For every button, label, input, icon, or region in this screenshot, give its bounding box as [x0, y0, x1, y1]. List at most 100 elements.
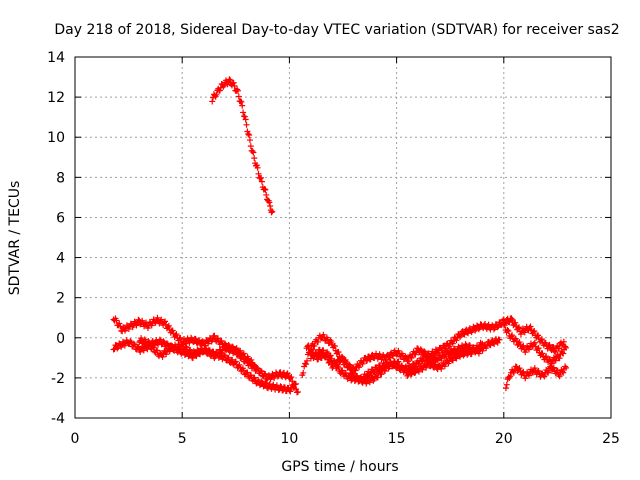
data-point	[503, 381, 510, 388]
data-point	[164, 340, 171, 347]
data-point	[339, 367, 346, 374]
data-point	[550, 364, 557, 371]
y-axis-title: SDTVAR / TECUs	[7, 181, 23, 296]
data-point	[273, 382, 280, 389]
data-point	[562, 344, 569, 351]
data-point	[335, 349, 342, 355]
data-point	[395, 358, 402, 365]
data-point	[505, 328, 512, 335]
data-point	[322, 337, 329, 344]
data-point	[234, 86, 241, 93]
data-point	[329, 364, 336, 371]
data-point	[311, 353, 318, 360]
data-point	[158, 316, 165, 323]
series-track-C	[136, 335, 301, 396]
data-point	[390, 352, 397, 359]
data-point	[209, 98, 216, 105]
x-tick-label: 15	[388, 431, 406, 447]
data-point	[402, 366, 409, 373]
data-point	[547, 356, 554, 363]
data-point	[407, 354, 414, 361]
data-point	[241, 113, 248, 120]
data-point	[258, 178, 265, 185]
data-point	[341, 357, 348, 364]
data-point	[341, 370, 348, 377]
data-point	[251, 374, 258, 381]
data-point	[530, 328, 537, 335]
data-point	[457, 333, 464, 340]
data-point	[425, 359, 432, 366]
data-point	[239, 102, 246, 109]
data-point	[247, 359, 254, 366]
data-point	[548, 360, 555, 367]
data-point	[538, 336, 545, 343]
data-point	[304, 357, 311, 364]
data-point	[314, 338, 321, 345]
data-point	[257, 367, 264, 374]
data-point	[425, 353, 432, 360]
data-point	[268, 385, 275, 392]
data-point	[559, 349, 566, 356]
data-point	[552, 349, 559, 356]
data-point	[216, 346, 223, 353]
data-point	[545, 369, 552, 376]
data-point	[305, 342, 312, 349]
data-point	[418, 347, 425, 354]
data-point	[438, 355, 445, 362]
data-point	[449, 340, 456, 347]
data-point	[330, 363, 337, 370]
data-point	[408, 354, 415, 361]
y-tick-label: 8	[56, 170, 65, 186]
series-track-H	[502, 363, 569, 392]
data-point	[263, 191, 270, 198]
y-tick-label: 0	[56, 331, 65, 347]
data-point	[472, 348, 479, 355]
data-point	[287, 388, 294, 395]
y-tick-label: 12	[47, 90, 65, 106]
data-point	[250, 149, 257, 156]
data-point	[247, 143, 254, 150]
data-point	[135, 316, 142, 323]
data-point	[250, 375, 257, 382]
data-point	[359, 360, 366, 367]
data-point	[261, 185, 268, 192]
data-point	[403, 354, 410, 361]
data-point	[531, 365, 538, 372]
data-point	[443, 357, 450, 364]
x-tick-label: 10	[280, 431, 298, 447]
data-point	[114, 345, 121, 352]
series-track-I	[509, 318, 567, 356]
data-point	[173, 346, 180, 353]
data-point	[315, 356, 322, 363]
data-point	[231, 82, 238, 89]
data-point	[480, 325, 487, 332]
data-point	[328, 338, 335, 345]
y-tick-label: 14	[47, 50, 65, 66]
data-point	[446, 350, 453, 357]
data-point	[417, 346, 424, 353]
data-point	[287, 375, 294, 382]
data-point	[230, 79, 237, 86]
series-track-F	[307, 339, 486, 387]
data-point	[516, 365, 523, 372]
data-point	[137, 348, 144, 355]
x-tick-label: 5	[178, 431, 187, 447]
tick-labels: 0 5 10 15 20 25 -4 -2 0 2 4 6 8 10 12 14	[47, 50, 620, 447]
data-point	[232, 358, 239, 365]
data-point	[154, 314, 161, 321]
data-point	[513, 364, 520, 371]
y-tick-label: 2	[56, 291, 65, 307]
data-point	[562, 364, 569, 371]
data-point	[161, 339, 168, 346]
data-point	[170, 346, 177, 353]
data-point	[228, 344, 235, 351]
data-point	[541, 373, 548, 380]
data-point	[556, 373, 563, 380]
data-point	[468, 351, 475, 358]
data-point	[148, 322, 155, 329]
data-point	[556, 355, 563, 362]
data-point	[495, 323, 502, 330]
data-point	[449, 357, 456, 364]
data-point	[213, 349, 220, 356]
data-point	[190, 338, 197, 345]
